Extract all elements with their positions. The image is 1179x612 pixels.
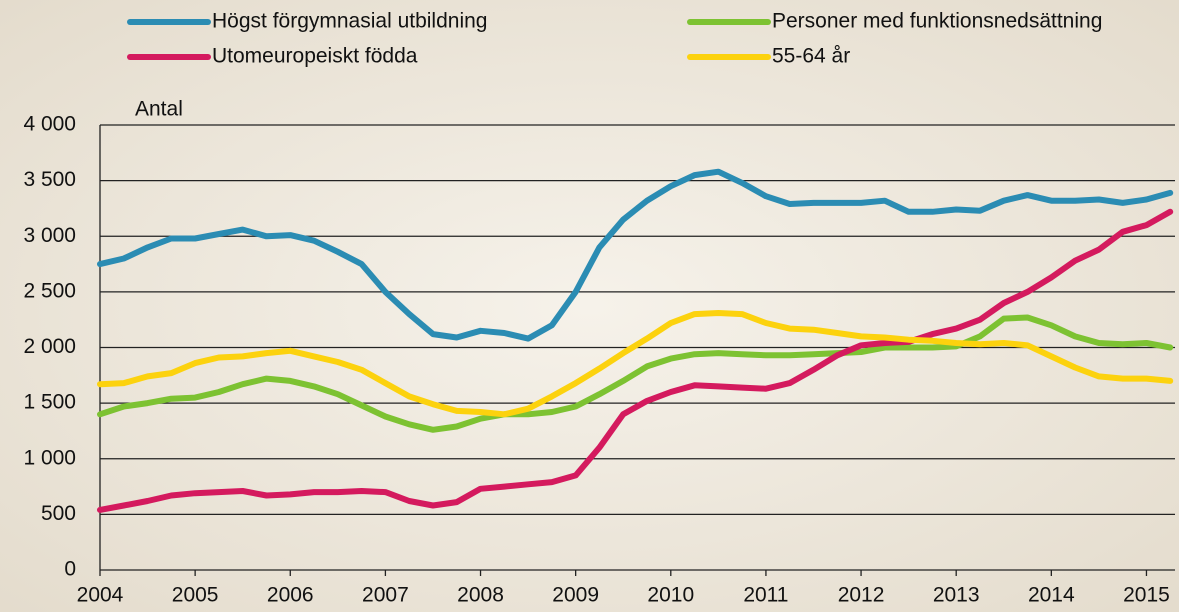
legend-label: Personer med funktionsnedsättning: [772, 10, 1102, 33]
y-tick-label: 2 000: [23, 335, 76, 358]
y-tick-label: 1 500: [23, 391, 76, 414]
legend-label: 55-64 år: [772, 45, 850, 68]
legend-label: Högst förgymnasial utbildning: [212, 10, 487, 33]
x-tick-label: 2015: [1123, 584, 1170, 607]
x-tick-label: 2013: [933, 584, 980, 607]
x-tick-label: 2006: [267, 584, 314, 607]
x-tick-label: 2005: [172, 584, 219, 607]
x-tick-label: 2008: [457, 584, 504, 607]
x-tick-label: 2011: [743, 584, 788, 607]
series-line: [97, 314, 1174, 433]
y-tick-label: 1 000: [23, 446, 76, 469]
x-tick-label: 2009: [552, 584, 599, 607]
x-tick-label: 2014: [1028, 584, 1075, 607]
y-tick-label: 0: [64, 558, 76, 581]
series-line: [97, 208, 1174, 513]
y-tick-label: 3 000: [23, 224, 76, 247]
x-tick-label: 2012: [838, 584, 885, 607]
y-tick-label: 2 500: [23, 279, 76, 302]
y-axis-label: Antal: [135, 98, 183, 121]
x-tick-label: 2010: [647, 584, 694, 607]
series-line: [97, 168, 1174, 342]
y-tick-label: 500: [41, 502, 76, 525]
series-line: [97, 310, 1174, 418]
y-tick-label: 3 500: [23, 168, 76, 191]
x-tick-label: 2004: [77, 584, 124, 607]
x-tick-label: 2007: [362, 584, 409, 607]
y-tick-label: 4 000: [23, 113, 76, 136]
legend-label: Utomeuropeiskt födda: [212, 45, 418, 68]
